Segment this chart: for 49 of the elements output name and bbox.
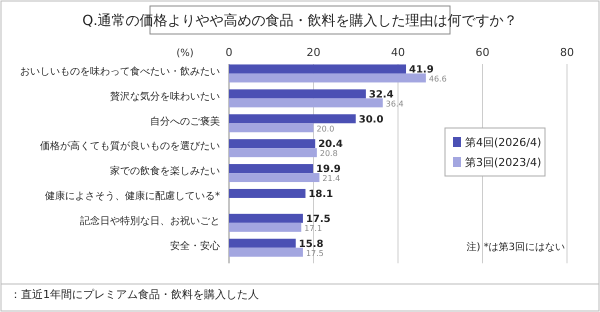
data-label: 19.9 <box>316 164 341 176</box>
bar <box>229 73 426 82</box>
x-tick-label: 40 <box>391 46 405 59</box>
data-label: 17.5 <box>306 248 324 258</box>
x-tick-label: 60 <box>476 46 490 59</box>
bar <box>229 114 356 124</box>
bar <box>229 222 302 232</box>
y-tick-label: 家での飲食を楽しみたい <box>110 165 220 178</box>
data-label: 17.1 <box>304 224 322 233</box>
legend-label: 第3回(2023/4) <box>465 156 542 169</box>
bar <box>229 123 314 132</box>
bar <box>229 173 320 182</box>
bar <box>229 164 314 174</box>
bar <box>229 188 306 198</box>
text: ：直近1年間にプレミアム食品・飲料を購入した人 <box>10 288 259 301</box>
bar <box>229 139 316 148</box>
data-label: 20.8 <box>320 149 338 158</box>
bar <box>229 214 303 223</box>
data-label: 41.9 <box>409 64 434 76</box>
data-label: 46.6 <box>428 74 447 84</box>
bar <box>229 148 317 158</box>
y-tick-label: 贅沢な気分を味わいたい <box>110 90 220 102</box>
y-tick-label: 自分へのご褒美 <box>150 115 220 128</box>
bar <box>229 98 383 108</box>
chart-title: Q.通常の価格よりやや高めの食品・飲料を購入した理由は何ですか？ <box>82 13 518 29</box>
legend-label: 第4回(2026/4) <box>465 136 542 149</box>
data-label: 20.0 <box>316 124 334 134</box>
y-tick-label: 記念日や特別な日、お祝いごと <box>80 214 220 227</box>
data-label: 32.4 <box>368 89 394 100</box>
bar <box>229 238 296 248</box>
bar <box>229 64 406 74</box>
y-tick-label: おいしいものを味わって食べたい・飲みたい <box>20 65 220 78</box>
x-tick-label: 80 <box>560 46 574 59</box>
annotation: 注) *は第3回にはない <box>466 241 565 253</box>
data-label: 20.4 <box>318 139 343 150</box>
data-label: 36.4 <box>386 99 404 108</box>
y-tick-label: 安全・安心 <box>170 240 220 252</box>
y-tick-label: 価格が高くても質が良いものを選びたい <box>40 140 220 152</box>
bar <box>229 248 303 257</box>
data-label: 30.0 <box>358 114 384 126</box>
x-tick-label: 0 <box>226 46 232 59</box>
y-tick-label: 健康によさそう、健康に配慮している* <box>45 190 220 202</box>
data-label: 15.8 <box>298 238 324 250</box>
data-label: 17.5 <box>306 214 331 225</box>
x-axis-title: (%) <box>176 48 194 59</box>
data-label: 18.1 <box>308 188 334 200</box>
bar <box>229 89 366 98</box>
data-label: 21.4 <box>322 174 340 184</box>
x-tick-label: 20 <box>306 46 320 59</box>
